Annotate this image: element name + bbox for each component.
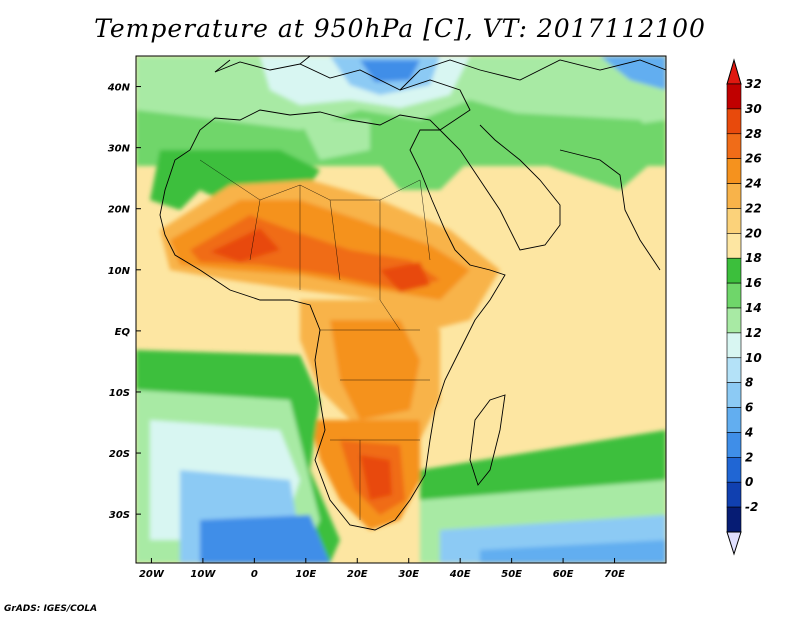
- colorbar-label: 6: [745, 401, 753, 415]
- colorbar-swatch: [726, 382, 742, 408]
- colorbar-label: 10: [745, 351, 762, 365]
- colorbar-label: 4: [744, 425, 753, 439]
- lon-axis: 20W 10W 0 10E 20E 30E 40E 50E 60E 70E: [139, 558, 625, 580]
- colorbar-label: 26: [745, 152, 762, 166]
- lon-tick-label: 20W: [139, 569, 165, 580]
- colorbar-label: 28: [745, 127, 762, 141]
- colorbar-swatch: [726, 332, 742, 359]
- lon-tick-label: 10E: [295, 569, 316, 580]
- colorbar-label: 14: [745, 301, 762, 315]
- colorbar-label: 22: [745, 201, 762, 215]
- page-title: Temperature at 950hPa [C], VT: 201711210…: [94, 14, 706, 43]
- lat-tick-label: 30S: [109, 510, 130, 521]
- lat-axis: 40N 30N 20N 10N EQ 10S 20S 30S: [107, 83, 141, 521]
- colorbar-label: 20: [745, 226, 762, 240]
- plot-frame: [135, 55, 667, 564]
- lon-tick-label: 30E: [398, 569, 419, 580]
- lat-tick-label: 20N: [108, 205, 131, 216]
- colorbar-swatch: [726, 133, 742, 159]
- lat-tick-label: 10N: [108, 266, 131, 277]
- colorbar-label: 30: [745, 102, 762, 116]
- africa-coast: [159, 61, 506, 531]
- madagascar-coast: [469, 394, 506, 486]
- colorbar-label: 12: [745, 326, 762, 340]
- field-band-26C-central: [330, 320, 420, 420]
- lat-tick-label: 20S: [109, 449, 130, 460]
- temperature-field: [136, 56, 666, 563]
- colorbar-bottom-arrow: [726, 531, 742, 556]
- field-band-16C-mideast: [460, 110, 666, 190]
- colorbar-swatch: [726, 183, 742, 209]
- field-band-6C-indian: [480, 540, 666, 563]
- field-band-14C-libya: [300, 120, 370, 160]
- colorbar-top-arrow: [726, 58, 742, 85]
- colorbar-label: 2: [745, 450, 753, 464]
- colorbar-label: 24: [745, 177, 762, 191]
- colorbar-swatch: [726, 307, 742, 334]
- credit-label: GrADS: IGES/COLA: [4, 604, 98, 614]
- colorbar-label: 18: [745, 251, 762, 265]
- colorbar-swatch: [726, 357, 742, 383]
- colorbar-swatch: [726, 506, 742, 533]
- colorbar-swatch: [726, 432, 742, 458]
- field-band-6C-northeast: [600, 56, 666, 90]
- field-band-30C-south: [360, 455, 392, 500]
- colorbar-swatch: [726, 282, 742, 309]
- lon-tick-label: 50E: [501, 569, 522, 580]
- field-band-4C-north: [360, 60, 420, 82]
- lon-tick-label: 70E: [604, 569, 625, 580]
- colorbar-label: 8: [745, 376, 753, 390]
- colorbar-label: 0: [745, 475, 753, 489]
- field-band-30C-west: [210, 228, 280, 262]
- lat-tick-label: EQ: [115, 327, 131, 338]
- lon-tick-label: 0: [251, 569, 258, 580]
- colorbar-swatch: [726, 233, 742, 259]
- lon-tick-label: 40E: [449, 569, 471, 580]
- lon-tick-label: 60E: [553, 569, 574, 580]
- colorbar-swatch: [726, 208, 742, 234]
- colorbar-swatch: [726, 158, 742, 184]
- colorbar-swatch: [726, 108, 742, 135]
- field-band-30C-sudan: [380, 262, 430, 292]
- colorbar-label: 32: [745, 77, 762, 91]
- arabia-coast: [439, 124, 561, 251]
- colorbar-swatch: [726, 407, 742, 433]
- coastlines: [159, 56, 666, 531]
- country-borders: [199, 159, 431, 520]
- lat-tick-label: 10S: [109, 388, 130, 399]
- lat-tick-label: 40N: [107, 83, 131, 94]
- colorbar-swatch: [726, 257, 742, 284]
- lon-tick-label: 20E: [347, 569, 368, 580]
- colorbar-swatch: [726, 83, 742, 110]
- lat-tick-label: 30N: [108, 144, 131, 155]
- north-coast: [214, 56, 666, 91]
- colorbar-swatch: [726, 481, 742, 508]
- colorbar-swatch: [726, 457, 742, 483]
- india-coast: [559, 149, 661, 271]
- colorbar-label: 16: [745, 276, 762, 290]
- colorbar-label: -2: [745, 500, 758, 514]
- field-band-4C-atlantic: [200, 515, 330, 563]
- lon-tick-label: 10W: [190, 569, 216, 580]
